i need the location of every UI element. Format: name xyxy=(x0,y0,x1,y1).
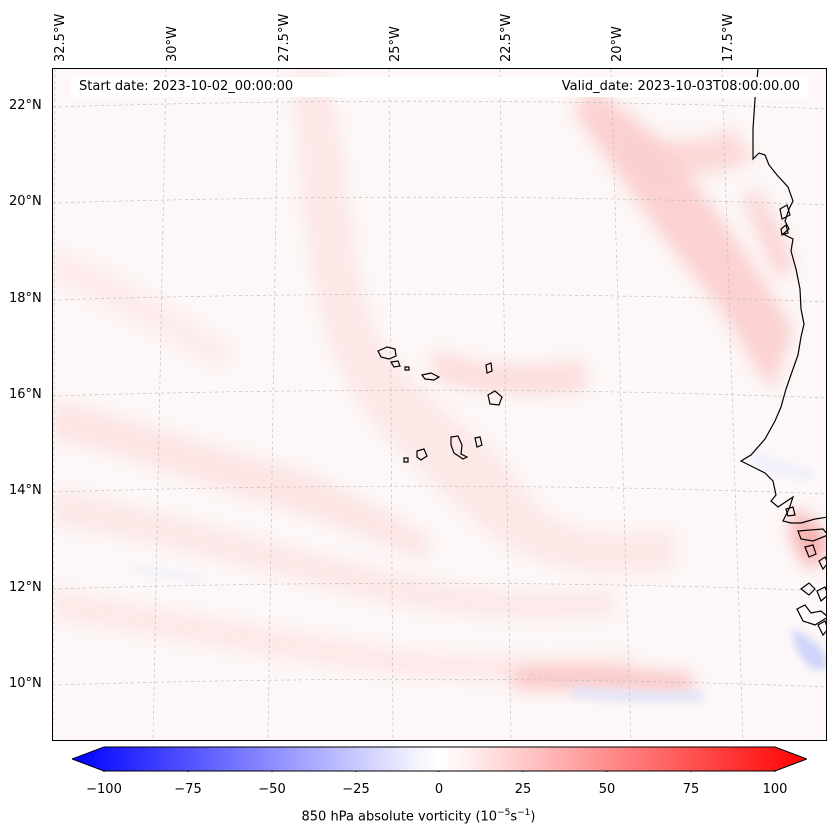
lat-label-22n: 22°N xyxy=(9,98,42,113)
colorbar-tick-25: 25 xyxy=(514,782,532,797)
colorbar-tick-75: 75 xyxy=(682,782,700,797)
colorbar-tick-neg100: −100 xyxy=(86,782,122,797)
lat-label-20n: 20°N xyxy=(9,194,42,209)
colorbar xyxy=(72,746,807,772)
lon-label-25w: 25°W xyxy=(388,26,403,62)
lat-label-16n: 16°N xyxy=(9,387,42,402)
colorbar-label: 850 hPa absolute vorticity (10−5s−1) xyxy=(301,808,536,825)
vorticity-field xyxy=(53,69,826,740)
colorbar-tick-neg25: −25 xyxy=(342,782,370,797)
colorbar-tick-neg50: −50 xyxy=(258,782,286,797)
lat-label-12n: 12°N xyxy=(9,580,42,595)
lon-label-22-5w: 22.5°W xyxy=(499,13,514,62)
lon-label-20w: 20°W xyxy=(610,26,625,62)
lon-label-17-5w: 17.5°W xyxy=(721,13,736,62)
lat-label-14n: 14°N xyxy=(9,483,42,498)
lon-label-30w: 30°W xyxy=(165,26,180,62)
lat-label-18n: 18°N xyxy=(9,291,42,306)
start-date-text: Start date: 2023-10-02_00:00:00 xyxy=(79,79,294,94)
cape-verde-islands xyxy=(377,346,503,463)
colorbar-tick-0: 0 xyxy=(434,782,444,797)
colorbar-tick-50: 50 xyxy=(598,782,616,797)
map-panel[interactable]: Start date: 2023-10-02_00:00:00 Valid_da… xyxy=(52,68,827,741)
colorbar-ticks xyxy=(103,771,776,772)
colorbar-tick-neg75: −75 xyxy=(174,782,202,797)
lon-label-27-5w: 27.5°W xyxy=(277,13,292,62)
colorbar-tick-100: 100 xyxy=(762,782,788,797)
valid-date-text: Valid_date: 2023-10-03T08:00:00.00 xyxy=(561,79,800,94)
african-coastline xyxy=(739,69,826,524)
date-info-bar: Start date: 2023-10-02_00:00:00 Valid_da… xyxy=(71,77,808,97)
map-gridlines xyxy=(53,69,826,740)
lat-label-10n: 10°N xyxy=(9,676,42,691)
lon-label-32-5w: 32.5°W xyxy=(53,13,68,62)
